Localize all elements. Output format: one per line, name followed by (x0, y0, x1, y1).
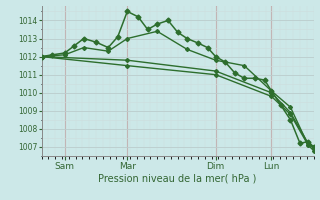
X-axis label: Pression niveau de la mer( hPa ): Pression niveau de la mer( hPa ) (99, 173, 257, 183)
